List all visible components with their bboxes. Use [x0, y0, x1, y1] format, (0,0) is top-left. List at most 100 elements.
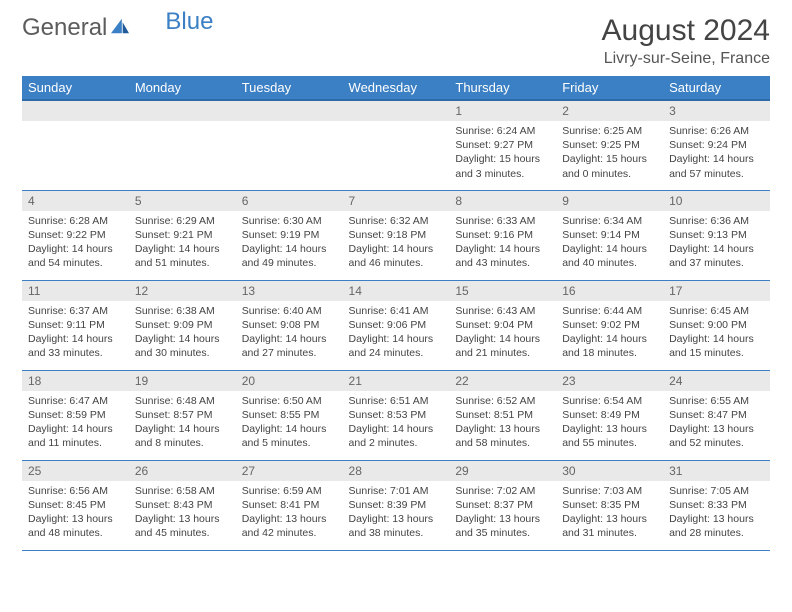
day-number: 17	[663, 281, 770, 301]
calendar-day-cell: 20Sunrise: 6:50 AMSunset: 8:55 PMDayligh…	[236, 370, 343, 460]
day-number: 25	[22, 461, 129, 481]
day-number: 15	[449, 281, 556, 301]
calendar-table: Sunday Monday Tuesday Wednesday Thursday…	[22, 76, 770, 551]
sunrise-text: Sunrise: 6:45 AM	[669, 304, 764, 318]
sunrise-text: Sunrise: 6:56 AM	[28, 484, 123, 498]
day-number: 8	[449, 191, 556, 211]
calendar-day-cell: 17Sunrise: 6:45 AMSunset: 9:00 PMDayligh…	[663, 280, 770, 370]
sunrise-text: Sunrise: 6:38 AM	[135, 304, 230, 318]
day-number: 13	[236, 281, 343, 301]
logo-sail-icon	[109, 14, 131, 42]
day-info: Sunrise: 6:33 AMSunset: 9:16 PMDaylight:…	[449, 211, 556, 275]
sunset-text: Sunset: 9:16 PM	[455, 228, 550, 242]
empty-day	[236, 101, 343, 121]
day-number: 14	[343, 281, 450, 301]
day-info: Sunrise: 6:50 AMSunset: 8:55 PMDaylight:…	[236, 391, 343, 455]
day-info: Sunrise: 6:28 AMSunset: 9:22 PMDaylight:…	[22, 211, 129, 275]
sunset-text: Sunset: 8:37 PM	[455, 498, 550, 512]
day-info: Sunrise: 6:24 AMSunset: 9:27 PMDaylight:…	[449, 121, 556, 185]
calendar-day-cell: 31Sunrise: 7:05 AMSunset: 8:33 PMDayligh…	[663, 460, 770, 550]
day-header: Saturday	[663, 76, 770, 100]
day-info: Sunrise: 7:05 AMSunset: 8:33 PMDaylight:…	[663, 481, 770, 545]
sunrise-text: Sunrise: 6:59 AM	[242, 484, 337, 498]
day-info: Sunrise: 6:30 AMSunset: 9:19 PMDaylight:…	[236, 211, 343, 275]
day-number: 11	[22, 281, 129, 301]
sunset-text: Sunset: 8:49 PM	[562, 408, 657, 422]
sunset-text: Sunset: 9:11 PM	[28, 318, 123, 332]
day-info: Sunrise: 6:38 AMSunset: 9:09 PMDaylight:…	[129, 301, 236, 365]
sunrise-text: Sunrise: 6:55 AM	[669, 394, 764, 408]
sunset-text: Sunset: 9:13 PM	[669, 228, 764, 242]
sunrise-text: Sunrise: 6:36 AM	[669, 214, 764, 228]
daylight-text: Daylight: 14 hours and 8 minutes.	[135, 422, 230, 450]
sunset-text: Sunset: 9:25 PM	[562, 138, 657, 152]
day-info: Sunrise: 6:58 AMSunset: 8:43 PMDaylight:…	[129, 481, 236, 545]
daylight-text: Daylight: 13 hours and 35 minutes.	[455, 512, 550, 540]
day-info: Sunrise: 6:40 AMSunset: 9:08 PMDaylight:…	[236, 301, 343, 365]
day-info: Sunrise: 6:25 AMSunset: 9:25 PMDaylight:…	[556, 121, 663, 185]
sunrise-text: Sunrise: 6:40 AM	[242, 304, 337, 318]
day-info: Sunrise: 6:51 AMSunset: 8:53 PMDaylight:…	[343, 391, 450, 455]
day-info: Sunrise: 6:41 AMSunset: 9:06 PMDaylight:…	[343, 301, 450, 365]
sunset-text: Sunset: 9:22 PM	[28, 228, 123, 242]
sunset-text: Sunset: 8:33 PM	[669, 498, 764, 512]
day-info: Sunrise: 6:47 AMSunset: 8:59 PMDaylight:…	[22, 391, 129, 455]
sunrise-text: Sunrise: 6:25 AM	[562, 124, 657, 138]
daylight-text: Daylight: 14 hours and 51 minutes.	[135, 242, 230, 270]
sunrise-text: Sunrise: 6:28 AM	[28, 214, 123, 228]
calendar-day-cell: 22Sunrise: 6:52 AMSunset: 8:51 PMDayligh…	[449, 370, 556, 460]
sunset-text: Sunset: 9:14 PM	[562, 228, 657, 242]
day-info: Sunrise: 6:29 AMSunset: 9:21 PMDaylight:…	[129, 211, 236, 275]
sunrise-text: Sunrise: 7:02 AM	[455, 484, 550, 498]
day-number: 5	[129, 191, 236, 211]
day-number: 21	[343, 371, 450, 391]
daylight-text: Daylight: 14 hours and 5 minutes.	[242, 422, 337, 450]
day-info: Sunrise: 6:54 AMSunset: 8:49 PMDaylight:…	[556, 391, 663, 455]
daylight-text: Daylight: 14 hours and 49 minutes.	[242, 242, 337, 270]
sunrise-text: Sunrise: 6:44 AM	[562, 304, 657, 318]
day-number: 10	[663, 191, 770, 211]
calendar-day-cell	[22, 100, 129, 190]
day-number: 3	[663, 101, 770, 121]
sunset-text: Sunset: 8:45 PM	[28, 498, 123, 512]
calendar-day-cell: 15Sunrise: 6:43 AMSunset: 9:04 PMDayligh…	[449, 280, 556, 370]
calendar-day-cell: 12Sunrise: 6:38 AMSunset: 9:09 PMDayligh…	[129, 280, 236, 370]
sunrise-text: Sunrise: 6:58 AM	[135, 484, 230, 498]
calendar-day-cell: 8Sunrise: 6:33 AMSunset: 9:16 PMDaylight…	[449, 190, 556, 280]
daylight-text: Daylight: 13 hours and 45 minutes.	[135, 512, 230, 540]
sunrise-text: Sunrise: 7:05 AM	[669, 484, 764, 498]
day-header: Sunday	[22, 76, 129, 100]
daylight-text: Daylight: 13 hours and 31 minutes.	[562, 512, 657, 540]
page-header: General Blue August 2024 Livry-sur-Seine…	[22, 14, 770, 68]
sunset-text: Sunset: 9:06 PM	[349, 318, 444, 332]
day-info: Sunrise: 7:03 AMSunset: 8:35 PMDaylight:…	[556, 481, 663, 545]
logo: General Blue	[22, 14, 213, 42]
calendar-day-cell: 3Sunrise: 6:26 AMSunset: 9:24 PMDaylight…	[663, 100, 770, 190]
sunrise-text: Sunrise: 6:47 AM	[28, 394, 123, 408]
calendar-day-cell: 7Sunrise: 6:32 AMSunset: 9:18 PMDaylight…	[343, 190, 450, 280]
empty-day	[22, 101, 129, 121]
day-header: Tuesday	[236, 76, 343, 100]
daylight-text: Daylight: 14 hours and 15 minutes.	[669, 332, 764, 360]
day-number: 20	[236, 371, 343, 391]
day-number: 16	[556, 281, 663, 301]
daylight-text: Daylight: 15 hours and 0 minutes.	[562, 152, 657, 180]
day-info: Sunrise: 6:43 AMSunset: 9:04 PMDaylight:…	[449, 301, 556, 365]
day-info: Sunrise: 6:37 AMSunset: 9:11 PMDaylight:…	[22, 301, 129, 365]
day-number: 31	[663, 461, 770, 481]
day-info: Sunrise: 6:32 AMSunset: 9:18 PMDaylight:…	[343, 211, 450, 275]
day-number: 23	[556, 371, 663, 391]
day-info: Sunrise: 6:55 AMSunset: 8:47 PMDaylight:…	[663, 391, 770, 455]
daylight-text: Daylight: 14 hours and 40 minutes.	[562, 242, 657, 270]
day-header: Monday	[129, 76, 236, 100]
sunset-text: Sunset: 9:09 PM	[135, 318, 230, 332]
day-header: Friday	[556, 76, 663, 100]
sunrise-text: Sunrise: 6:51 AM	[349, 394, 444, 408]
calendar-day-cell	[236, 100, 343, 190]
calendar-day-cell: 18Sunrise: 6:47 AMSunset: 8:59 PMDayligh…	[22, 370, 129, 460]
day-number: 19	[129, 371, 236, 391]
daylight-text: Daylight: 14 hours and 30 minutes.	[135, 332, 230, 360]
calendar-page: General Blue August 2024 Livry-sur-Seine…	[0, 0, 792, 561]
sunrise-text: Sunrise: 6:48 AM	[135, 394, 230, 408]
day-header-row: Sunday Monday Tuesday Wednesday Thursday…	[22, 76, 770, 100]
